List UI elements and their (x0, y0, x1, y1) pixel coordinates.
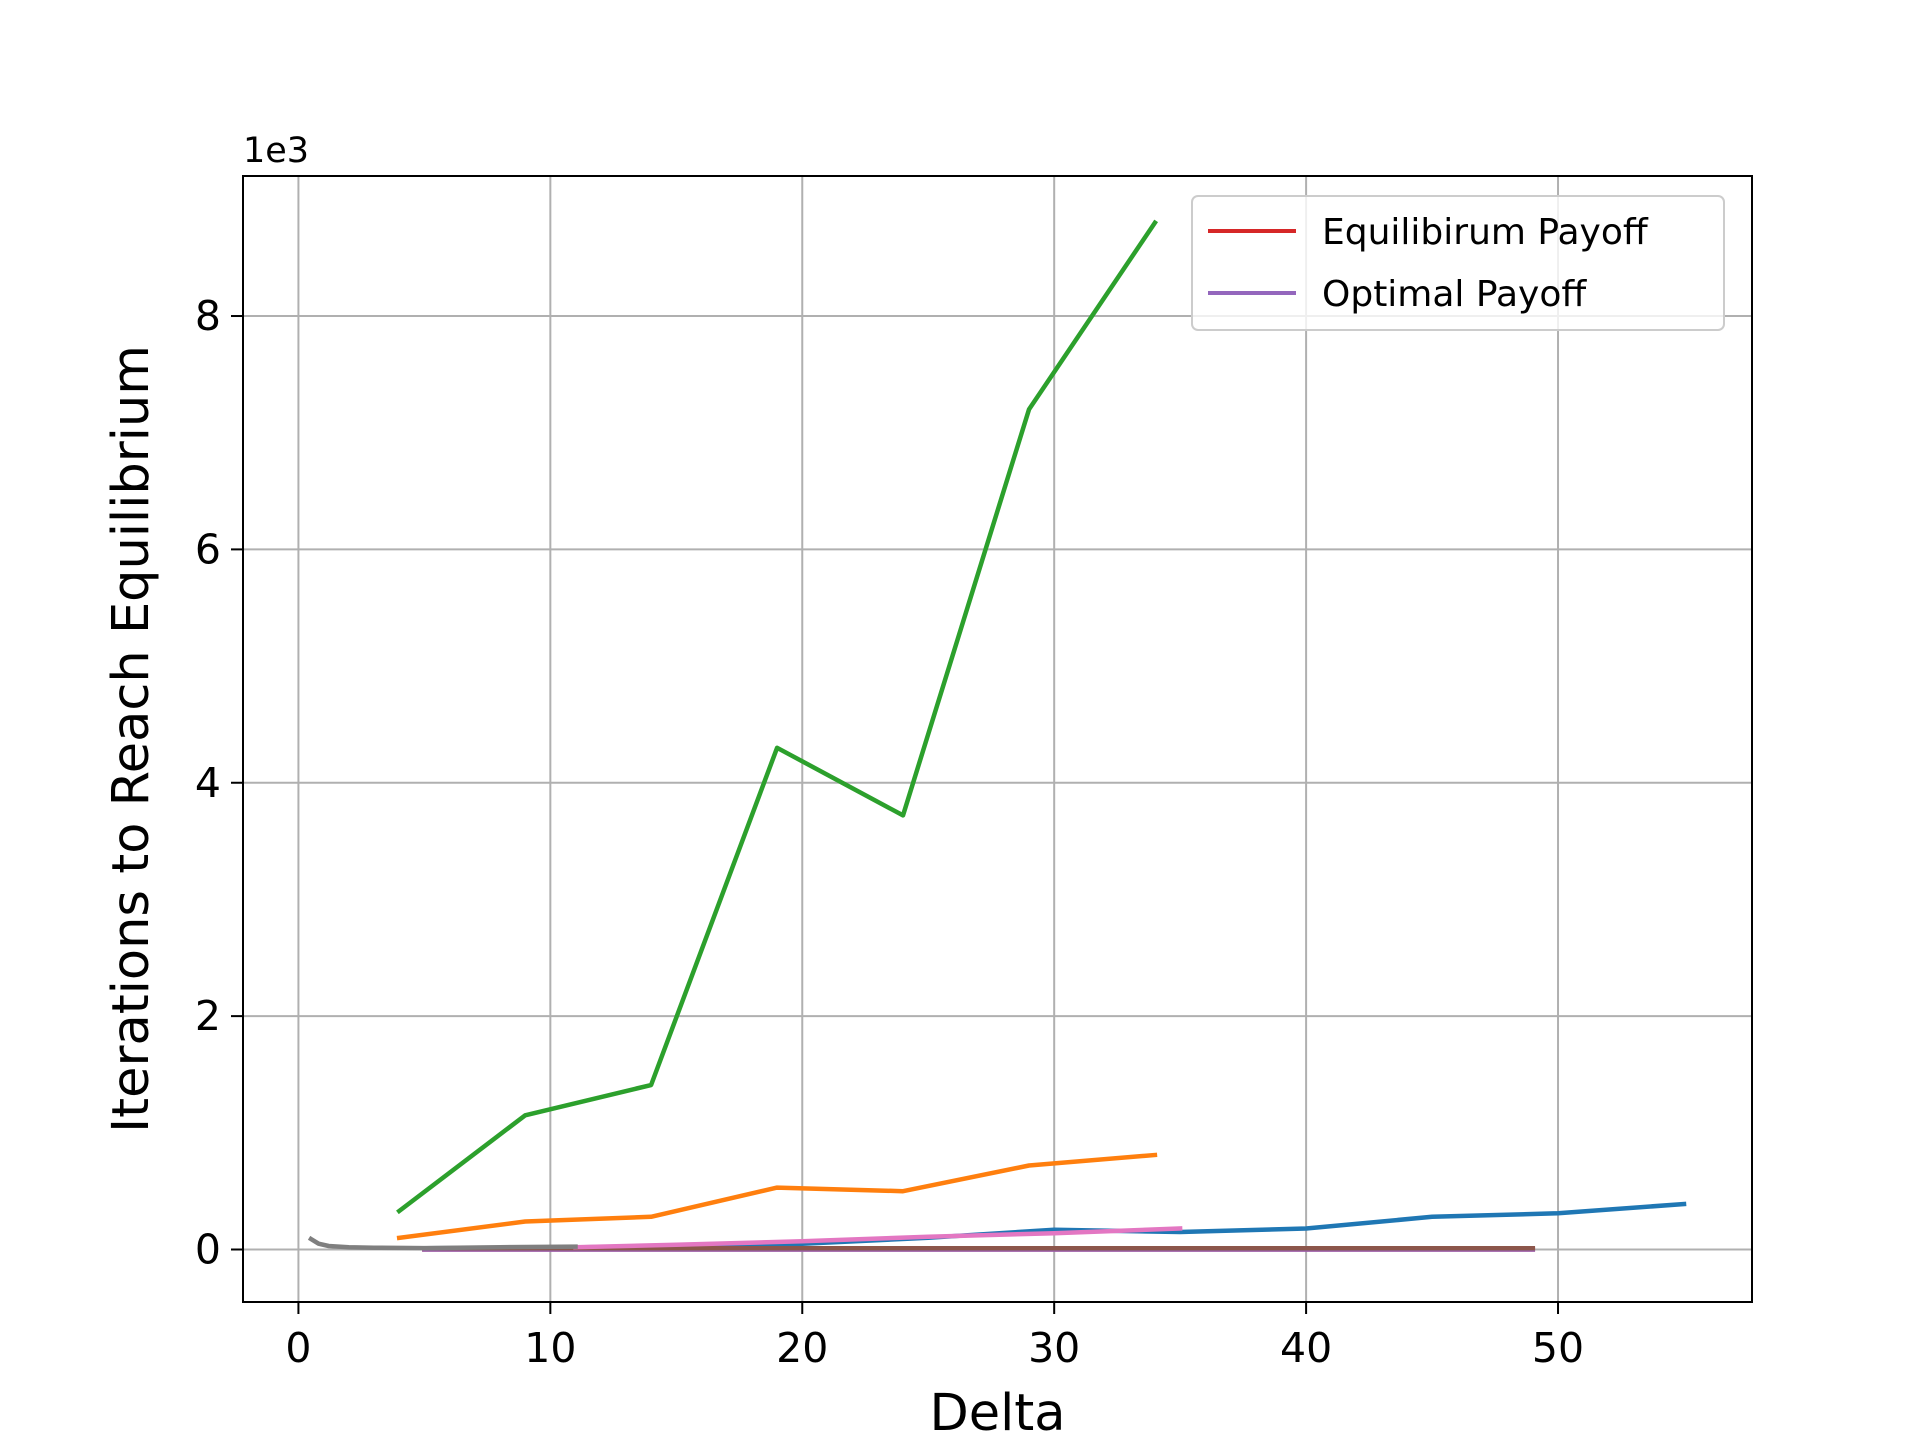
x-axis: 0 10 20 30 40 50 (285, 1302, 1584, 1372)
x-tick-label: 50 (1532, 1324, 1584, 1372)
y-axis: 0 2 4 6 8 (195, 292, 243, 1273)
y-tick-label: 2 (195, 992, 221, 1040)
x-tick-label: 10 (524, 1324, 576, 1372)
x-tick-label: 20 (776, 1324, 828, 1372)
legend-label-optimal: Optimal Payoff (1322, 274, 1587, 315)
y-tick-label: 6 (195, 525, 221, 573)
series-line-7 (307, 1235, 578, 1251)
x-tick-label: 40 (1280, 1324, 1332, 1372)
plot-frame (242, 175, 1753, 1303)
series-lines (307, 219, 1687, 1252)
x-tick-label: 0 (285, 1324, 311, 1372)
y-tick-label: 4 (195, 759, 221, 807)
y-tick-label: 0 (195, 1225, 221, 1273)
x-axis-label: Delta (929, 1384, 1065, 1440)
y-axis-label: Iterations to Reach Equilibrium (102, 345, 161, 1133)
legend-box (1191, 195, 1725, 331)
legend-label-equilibrium: Equilibirum Payoff (1322, 212, 1649, 253)
y-offset-label: 1e3 (243, 131, 309, 171)
y-tick-label: 8 (195, 292, 221, 340)
legend: Equilibirum Payoff Optimal Payoff (1191, 195, 1725, 331)
series-line-1 (396, 1152, 1158, 1241)
series-line-2 (396, 219, 1159, 1215)
series-line-6 (573, 1226, 1183, 1250)
x-tick-label: 30 (1028, 1324, 1080, 1372)
